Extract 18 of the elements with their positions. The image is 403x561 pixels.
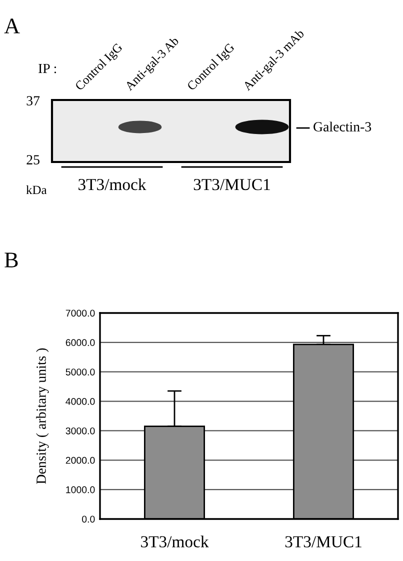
y-tick-label: 1000.0 [66, 486, 95, 494]
y-tick-label: 7000.0 [66, 310, 95, 317]
y-tick-label: 5000.0 [66, 368, 95, 376]
text: 37 [26, 96, 40, 106]
y-tick-label: 3000.0 [66, 427, 95, 434]
text: kDa [26, 185, 47, 194]
y-axis-title: Density ( arbitary units ) [36, 348, 49, 484]
text: 25 [26, 155, 40, 164]
y-tick-label: 0.0 [82, 516, 95, 523]
y-tick-label: 6000.0 [66, 339, 95, 346]
text: Galectin-3 [314, 122, 372, 132]
y-tick-label: 4000.0 [66, 398, 95, 405]
text: 3T3/MUC1 [194, 178, 270, 190]
text: 3T3/mock [78, 178, 146, 190]
y-tick-label: 2000.0 [66, 456, 95, 464]
text: IP : [38, 64, 56, 74]
text: A [4, 18, 20, 34]
chart-title: B [4, 252, 18, 268]
